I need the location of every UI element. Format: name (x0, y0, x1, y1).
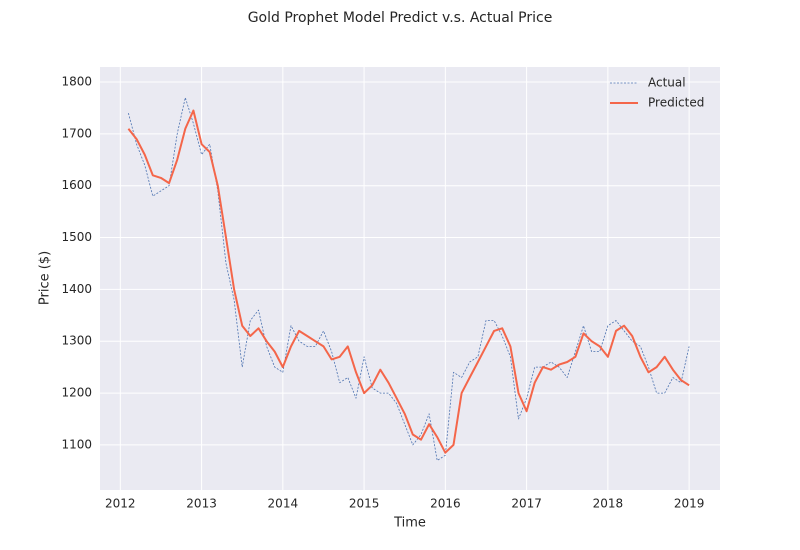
y-tick-label: 1400 (61, 282, 92, 296)
x-tick-label: 2014 (268, 497, 299, 511)
y-tick-label: 1700 (61, 126, 92, 140)
series-line (127, 109, 690, 454)
series-line (128, 97, 690, 461)
chart-title: Gold Prophet Model Predict v.s. Actual P… (248, 10, 553, 26)
legend-label: Predicted (648, 96, 704, 110)
y-tick-label: 1100 (61, 437, 92, 451)
plot-area (100, 67, 720, 490)
y-tick-label: 1200 (61, 386, 92, 400)
x-tick-label: 2019 (674, 497, 705, 511)
legend-label: Actual (648, 76, 686, 90)
x-axis-label: Time (393, 516, 426, 531)
x-tick-label: 2013 (186, 497, 217, 511)
x-tick-label: 2015 (349, 497, 380, 511)
y-axis-label: Price ($) (38, 251, 53, 305)
y-tick-label: 1500 (61, 230, 92, 244)
x-tick-label: 2016 (430, 497, 461, 511)
x-tick-label: 2012 (105, 497, 136, 511)
y-tick-label: 1600 (61, 178, 92, 192)
x-tick-label: 2018 (593, 497, 624, 511)
x-tick-label: 2017 (511, 497, 542, 511)
y-tick-label: 1300 (61, 334, 92, 348)
y-tick-label: 1800 (61, 75, 92, 89)
